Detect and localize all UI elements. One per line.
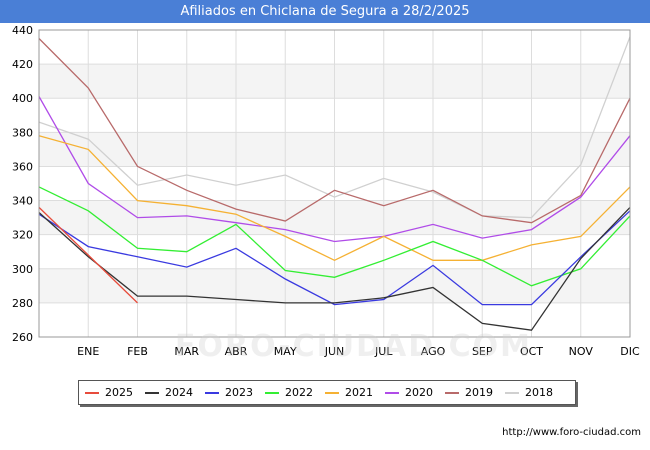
legend-swatch <box>265 392 279 394</box>
legend-item-2020: 2020 <box>385 381 433 404</box>
legend-item-2021: 2021 <box>325 381 373 404</box>
y-tick-label: 340 <box>12 195 33 208</box>
series-line-2018 <box>38 36 631 219</box>
legend-swatch <box>85 392 99 394</box>
series-line-2025 <box>38 206 138 304</box>
chart-title: Afiliados en Chiclana de Segura a 28/2/2… <box>0 0 650 23</box>
series-line-2021 <box>38 135 631 262</box>
x-tick-label: DIC <box>620 345 640 358</box>
x-tick-label: SEP <box>472 345 493 358</box>
x-tick-label: MAR <box>174 345 199 358</box>
x-tick-label: NOV <box>569 345 594 358</box>
legend-label: 2019 <box>465 386 493 399</box>
series-line-2023 <box>38 210 631 306</box>
legend-item-2024: 2024 <box>145 381 193 404</box>
series-lines <box>38 36 631 331</box>
y-tick-label: 280 <box>12 297 33 310</box>
legend-label: 2023 <box>225 386 253 399</box>
legend-item-2025: 2025 <box>85 381 133 404</box>
legend-label: 2021 <box>345 386 373 399</box>
y-tick-label: 380 <box>12 126 33 139</box>
legend-label: 2025 <box>105 386 133 399</box>
x-tick-label: OCT <box>520 345 543 358</box>
y-tick-label: 360 <box>12 160 33 173</box>
y-tick-label: 320 <box>12 229 33 242</box>
series-line-2019 <box>38 38 631 224</box>
legend-swatch <box>385 392 399 394</box>
legend-item-2022: 2022 <box>265 381 313 404</box>
legend-label: 2018 <box>525 386 553 399</box>
y-tick-label: 260 <box>12 331 33 344</box>
legend-swatch <box>445 392 459 394</box>
legend-label: 2020 <box>405 386 433 399</box>
y-tick-label: 440 <box>12 24 33 37</box>
legend-item-2023: 2023 <box>205 381 253 404</box>
plot-frame <box>38 29 631 338</box>
source-url: http://www.foro-ciudad.com <box>502 427 641 438</box>
y-tick-label: 420 <box>12 58 33 71</box>
watermark: FORO-CIUDAD.COM <box>175 329 532 364</box>
series-line-2020 <box>38 96 631 243</box>
series-line-2022 <box>38 186 631 287</box>
legend-swatch <box>205 392 219 394</box>
legend-label: 2024 <box>165 386 193 399</box>
x-tick-label: MAY <box>274 345 297 358</box>
legend-item-2018: 2018 <box>505 381 553 404</box>
x-tick-label: ABR <box>225 345 248 358</box>
y-tick-label: 300 <box>12 263 33 276</box>
legend-item-2019: 2019 <box>445 381 493 404</box>
x-tick-label: FEB <box>127 345 148 358</box>
axes <box>38 29 631 338</box>
x-tick-labels: ENE FEB MAR ABR MAY JUN JUL AGO SEP OCT NOV DIC <box>77 345 640 358</box>
series-line-2024 <box>38 206 631 331</box>
legend: 2025 2024 2023 2022 2021 2020 2019 2018 <box>78 380 576 405</box>
x-tick-label: JUL <box>374 345 393 358</box>
x-tick-label: JUN <box>324 345 345 358</box>
x-tick-label: AGO <box>421 345 446 358</box>
legend-swatch <box>325 392 339 394</box>
x-tick-label: ENE <box>77 345 99 358</box>
y-tick-labels: 260 280 300 320 340 360 380 400 420 440 <box>12 24 33 344</box>
legend-swatch <box>505 392 519 394</box>
legend-swatch <box>145 392 159 394</box>
y-tick-label: 400 <box>12 92 33 105</box>
legend-label: 2022 <box>285 386 313 399</box>
